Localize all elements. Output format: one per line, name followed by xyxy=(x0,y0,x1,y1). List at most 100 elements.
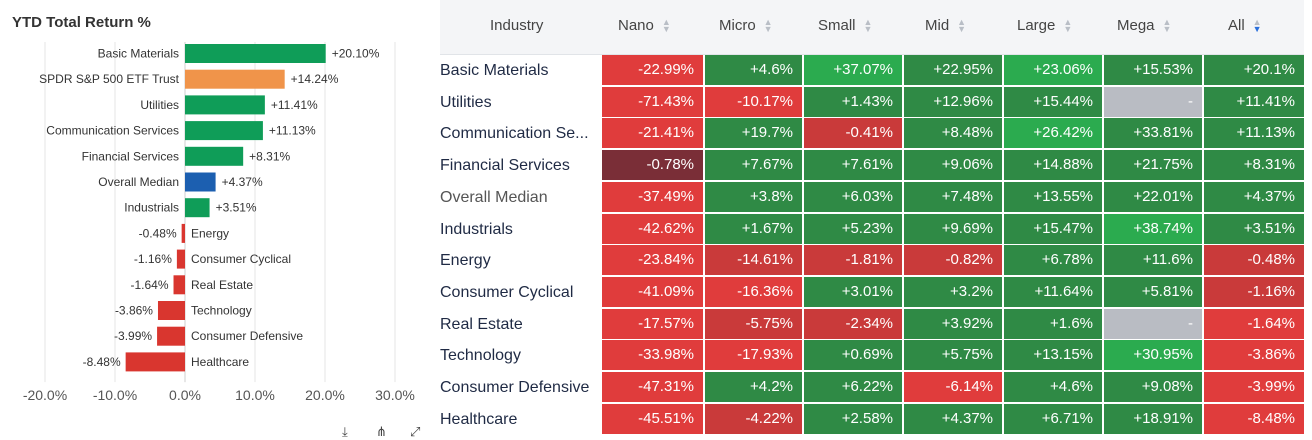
category-label: Real Estate xyxy=(191,278,253,292)
sort-icon[interactable]: ▲ ▼ xyxy=(863,17,873,35)
table-cell: +6.03% xyxy=(804,181,902,212)
table-cell: +8.31% xyxy=(1204,150,1304,181)
table-cell: -42.62% xyxy=(602,213,703,244)
bar xyxy=(181,223,185,243)
table-cell: +9.69% xyxy=(904,213,1002,244)
row-industry-name[interactable]: Consumer Defensive xyxy=(440,379,590,396)
row-industry-name[interactable]: Industrials xyxy=(440,220,513,238)
table-cell: +1.67% xyxy=(705,213,802,244)
data-label: +20.10% xyxy=(332,47,380,61)
table-cell: -17.57% xyxy=(602,308,703,339)
table-cell: +0.69% xyxy=(804,340,902,371)
table-cell: +3.51% xyxy=(1204,213,1304,244)
category-label: Technology xyxy=(191,304,252,318)
column-header-label: All xyxy=(1228,17,1245,34)
table-cell: -4.22% xyxy=(705,403,802,434)
table-cell: +4.2% xyxy=(705,372,802,402)
table-cell: +11.6% xyxy=(1104,245,1202,276)
category-label: Utilities xyxy=(140,98,179,112)
table-cell: -3.99% xyxy=(1204,372,1304,402)
table-cell: +9.08% xyxy=(1104,372,1202,402)
table-row: Healthcare -45.51% -4.22% +2.58% +4.37% +6.71… xyxy=(440,403,1304,435)
column-header-large[interactable]: Large ▲ ▼ xyxy=(1017,0,1072,54)
table-cell: -22.99% xyxy=(602,55,703,85)
column-header-micro[interactable]: Micro ▲ ▼ xyxy=(719,0,773,54)
row-industry-name[interactable]: Energy xyxy=(440,252,491,270)
data-label: +11.41% xyxy=(271,98,318,112)
category-label: Basic Materials xyxy=(98,47,179,61)
row-industry-name[interactable]: Utilities xyxy=(440,93,492,111)
table-cell: +4.6% xyxy=(1004,372,1102,402)
table-cell: +4.37% xyxy=(1204,181,1304,212)
data-label: -8.48% xyxy=(83,355,121,369)
column-header-mid[interactable]: Mid ▲ ▼ xyxy=(925,0,966,54)
row-industry-name[interactable]: Communication Se... xyxy=(440,125,589,143)
fullscreen-icon[interactable]: ⤢ xyxy=(410,424,421,439)
table-cell: +11.13% xyxy=(1204,118,1304,149)
category-label: Consumer Cyclical xyxy=(191,252,291,266)
table-cell: -2.34% xyxy=(804,308,902,339)
table-cell: - xyxy=(1104,308,1202,339)
sort-icon[interactable]: ▲ ▼ xyxy=(1063,17,1073,35)
column-header-industry[interactable]: Industry xyxy=(490,0,543,54)
sort-icon[interactable]: ▲ ▼ xyxy=(661,17,671,35)
table-cell: -5.75% xyxy=(705,308,802,339)
table-cell: +22.01% xyxy=(1104,181,1202,212)
category-label: Communication Services xyxy=(46,124,179,138)
table-cell: +13.15% xyxy=(1004,340,1102,371)
sort-icon[interactable]: ▲ ▼ xyxy=(957,17,967,35)
column-header-small[interactable]: Small ▲ ▼ xyxy=(818,0,872,54)
row-industry-name[interactable]: Real Estate xyxy=(440,315,523,333)
table-cell: -1.81% xyxy=(804,245,902,276)
column-header-mega[interactable]: Mega ▲ ▼ xyxy=(1117,0,1171,54)
table-cell: +11.64% xyxy=(1004,276,1102,307)
download-icon[interactable]: ⤓ xyxy=(342,424,348,439)
table-cell: -1.64% xyxy=(1204,308,1304,339)
x-tick-label: 20.0% xyxy=(305,387,345,403)
row-industry-name[interactable]: Financial Services xyxy=(440,157,570,175)
column-header-label: Mid xyxy=(925,17,950,34)
table-cell: -3.86% xyxy=(1204,340,1304,371)
x-tick-label: 30.0% xyxy=(375,387,415,403)
table-cell: +4.37% xyxy=(904,403,1002,434)
category-label: Energy xyxy=(191,226,229,240)
x-tick-label: -20.0% xyxy=(23,387,67,403)
column-header-all[interactable]: All ▲ ▼ xyxy=(1228,0,1262,54)
column-header-label: Mega xyxy=(1117,17,1155,34)
table-cell: +6.78% xyxy=(1004,245,1102,276)
x-tick-label: -10.0% xyxy=(93,387,137,403)
table-cell: +7.48% xyxy=(904,181,1002,212)
row-industry-name[interactable]: Overall Median xyxy=(440,188,548,206)
sort-icon[interactable]: ▲ ▼ xyxy=(1252,17,1262,35)
table-cell: +2.58% xyxy=(804,403,902,434)
ytd-return-chart: YTD Total Return % -20.0% -10.0% 0.0% 10.0%… xyxy=(0,0,430,439)
bar xyxy=(125,352,185,372)
table-cell: +15.47% xyxy=(1004,213,1102,244)
table-cell: -23.84% xyxy=(602,245,703,276)
table-row: Technology -33.98% -17.93% +0.69% +5.75% +13.… xyxy=(440,340,1304,371)
table-cell: +14.88% xyxy=(1004,150,1102,181)
table-cell: +19.7% xyxy=(705,118,802,149)
share-icon[interactable]: ⋔ xyxy=(376,424,387,439)
table-cell: +12.96% xyxy=(904,86,1002,117)
row-industry-name[interactable]: Consumer Cyclical xyxy=(440,283,574,301)
bar xyxy=(173,275,185,295)
column-header-nano[interactable]: Nano ▲ ▼ xyxy=(618,0,671,54)
table-cell: -47.31% xyxy=(602,372,703,402)
bar xyxy=(185,198,210,218)
table-row: Utilities -71.43% -10.17% +1.43% +12.96% +15.… xyxy=(440,86,1304,118)
row-industry-name[interactable]: Basic Materials xyxy=(440,62,549,79)
data-label: +11.13% xyxy=(269,124,316,138)
bar-chart-svg: -20.0% -10.0% 0.0% 10.0% 20.0% 30.0% Basic Mat… xyxy=(23,42,415,403)
row-industry-name[interactable]: Technology xyxy=(440,347,521,365)
table-cell: +33.81% xyxy=(1104,118,1202,149)
category-label: Financial Services xyxy=(82,149,179,163)
bar xyxy=(185,95,265,115)
table-row: Consumer Cyclical -41.09% -16.36% +3.01% +3.… xyxy=(440,276,1304,308)
table-cell: +6.71% xyxy=(1004,403,1102,434)
sort-icon[interactable]: ▲ ▼ xyxy=(763,17,773,35)
bar xyxy=(185,146,244,166)
table-cell: +38.74% xyxy=(1104,213,1202,244)
row-industry-name[interactable]: Healthcare xyxy=(440,410,518,428)
sort-icon[interactable]: ▲ ▼ xyxy=(1162,17,1172,35)
